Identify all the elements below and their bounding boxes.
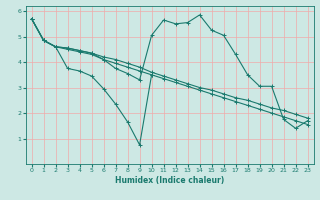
- X-axis label: Humidex (Indice chaleur): Humidex (Indice chaleur): [115, 176, 224, 185]
